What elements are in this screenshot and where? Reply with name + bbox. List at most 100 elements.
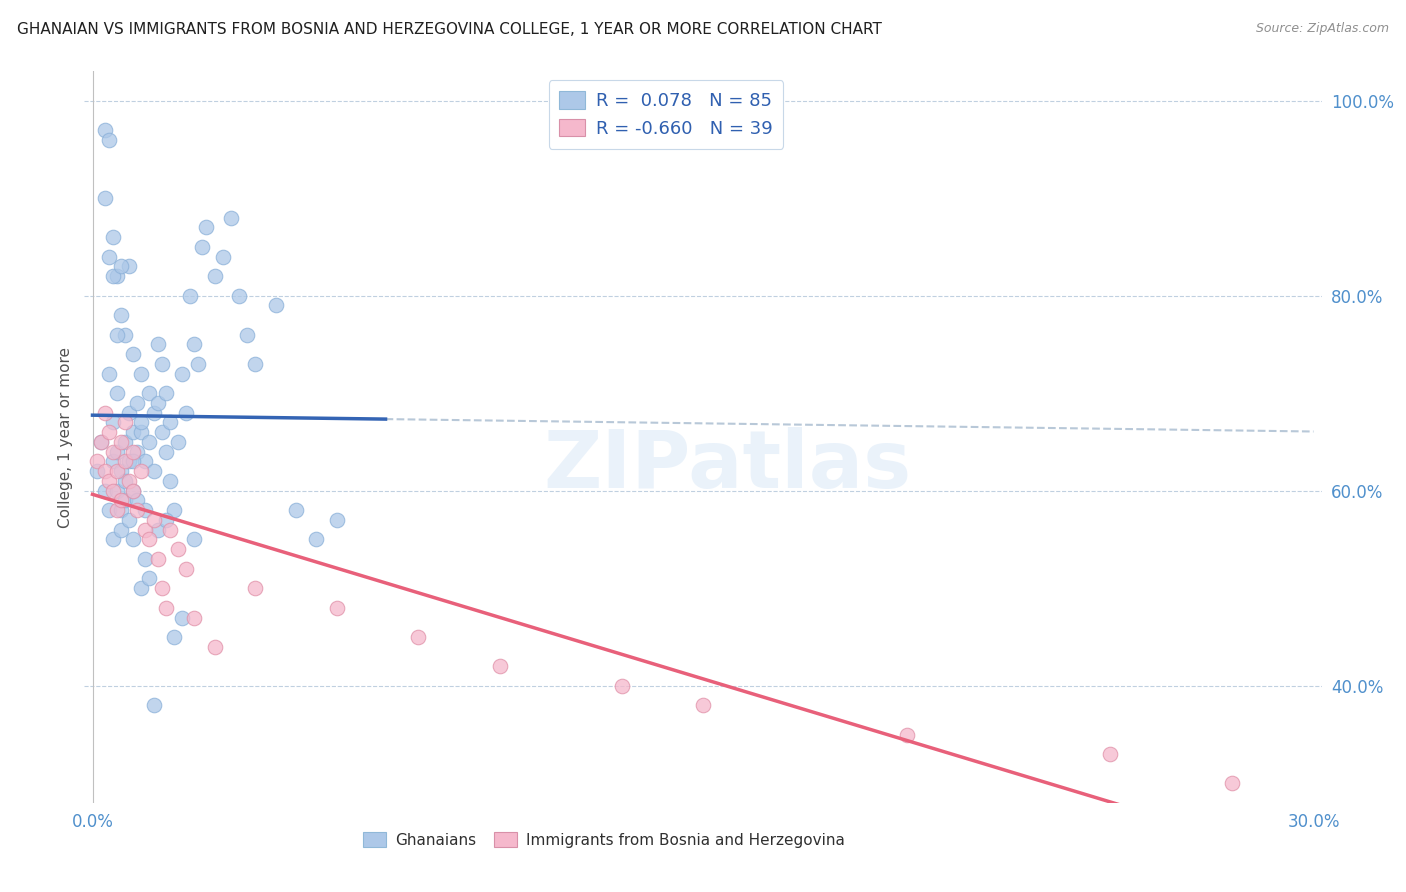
Point — [86, 464, 108, 478]
Point — [245, 357, 267, 371]
Text: GHANAIAN VS IMMIGRANTS FROM BOSNIA AND HERZEGOVINA COLLEGE, 1 YEAR OR MORE CORRE: GHANAIAN VS IMMIGRANTS FROM BOSNIA AND H… — [17, 22, 882, 37]
Point — [110, 260, 132, 274]
Point — [97, 367, 120, 381]
Point — [118, 406, 141, 420]
Point — [167, 434, 190, 449]
Point — [110, 493, 132, 508]
Point — [127, 493, 149, 508]
Point — [155, 600, 177, 615]
Point — [191, 240, 214, 254]
Point — [118, 454, 141, 468]
Point — [131, 581, 153, 595]
Point — [146, 337, 169, 351]
Point — [134, 552, 156, 566]
Point — [90, 434, 112, 449]
Point — [1220, 776, 1243, 790]
Point — [245, 581, 267, 595]
Point — [131, 416, 153, 430]
Point — [170, 610, 193, 624]
Point — [122, 444, 145, 458]
Point — [110, 434, 132, 449]
Y-axis label: College, 1 year or more: College, 1 year or more — [58, 347, 73, 527]
Point — [163, 503, 186, 517]
Point — [105, 327, 128, 342]
Point — [86, 454, 108, 468]
Point — [187, 357, 209, 371]
Point — [105, 464, 128, 478]
Point — [110, 464, 132, 478]
Point — [325, 513, 347, 527]
Point — [97, 133, 120, 147]
Point — [101, 416, 124, 430]
Point — [122, 454, 145, 468]
Point — [204, 640, 226, 654]
Point — [122, 425, 145, 440]
Point — [114, 454, 136, 468]
Point — [93, 406, 115, 420]
Point — [93, 464, 115, 478]
Point — [219, 211, 242, 225]
Point — [610, 679, 633, 693]
Point — [325, 600, 347, 615]
Point — [138, 386, 160, 401]
Point — [122, 347, 145, 361]
Point — [101, 444, 124, 458]
Point — [114, 474, 136, 488]
Point — [163, 630, 186, 644]
Point — [159, 416, 181, 430]
Point — [131, 464, 153, 478]
Point — [97, 425, 120, 440]
Point — [264, 298, 287, 312]
Point — [118, 513, 141, 527]
Point — [127, 444, 149, 458]
Point — [138, 434, 160, 449]
Point — [131, 367, 153, 381]
Point — [101, 230, 124, 244]
Point — [93, 191, 115, 205]
Point — [122, 483, 145, 498]
Point — [146, 552, 169, 566]
Point — [138, 572, 160, 586]
Point — [114, 493, 136, 508]
Point — [179, 288, 201, 302]
Point — [167, 542, 190, 557]
Point — [142, 698, 165, 713]
Legend: Ghanaians, Immigrants from Bosnia and Herzegovina: Ghanaians, Immigrants from Bosnia and He… — [357, 826, 852, 854]
Point — [97, 474, 120, 488]
Point — [146, 396, 169, 410]
Point — [146, 523, 169, 537]
Point — [488, 659, 510, 673]
Point — [134, 454, 156, 468]
Point — [101, 269, 124, 284]
Point — [122, 483, 145, 498]
Point — [211, 250, 233, 264]
Point — [97, 250, 120, 264]
Text: Source: ZipAtlas.com: Source: ZipAtlas.com — [1256, 22, 1389, 36]
Point — [155, 386, 177, 401]
Point — [118, 260, 141, 274]
Point — [174, 562, 197, 576]
Point — [97, 503, 120, 517]
Point — [90, 434, 112, 449]
Point — [159, 474, 181, 488]
Point — [127, 503, 149, 517]
Point — [138, 533, 160, 547]
Point — [150, 425, 173, 440]
Point — [155, 513, 177, 527]
Point — [127, 396, 149, 410]
Point — [204, 269, 226, 284]
Point — [896, 727, 918, 741]
Point — [114, 416, 136, 430]
Point — [183, 533, 205, 547]
Point — [134, 523, 156, 537]
Point — [114, 327, 136, 342]
Point — [114, 434, 136, 449]
Point — [93, 123, 115, 137]
Point — [236, 327, 259, 342]
Point — [142, 464, 165, 478]
Point — [692, 698, 714, 713]
Point — [105, 444, 128, 458]
Point — [93, 483, 115, 498]
Point — [183, 610, 205, 624]
Point — [170, 367, 193, 381]
